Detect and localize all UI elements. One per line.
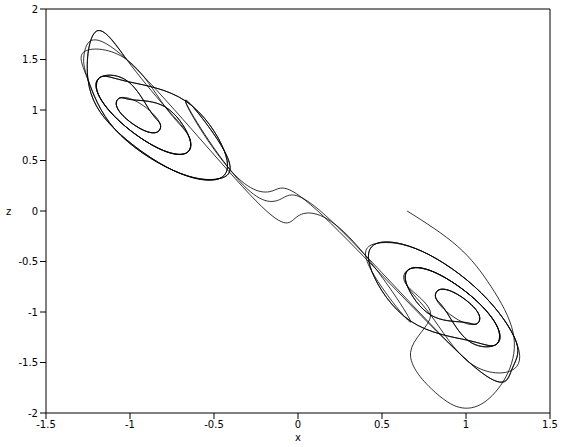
svg-text:0.5: 0.5 bbox=[374, 419, 390, 430]
svg-text:0.5: 0.5 bbox=[22, 155, 38, 166]
svg-text:z: z bbox=[6, 206, 11, 217]
svg-text:-1: -1 bbox=[125, 419, 135, 430]
svg-text:0: 0 bbox=[32, 206, 38, 217]
svg-text:1.5: 1.5 bbox=[22, 54, 38, 65]
svg-text:-1.5: -1.5 bbox=[18, 357, 38, 368]
svg-text:0: 0 bbox=[295, 419, 301, 430]
svg-text:-0.5: -0.5 bbox=[18, 256, 38, 267]
svg-text:-2: -2 bbox=[28, 408, 38, 419]
svg-text:-1: -1 bbox=[28, 307, 38, 318]
svg-text:-1.5: -1.5 bbox=[36, 419, 56, 430]
svg-text:1: 1 bbox=[463, 419, 469, 430]
svg-text:1: 1 bbox=[32, 105, 38, 116]
svg-text:x: x bbox=[295, 432, 301, 443]
svg-text:-0.5: -0.5 bbox=[204, 419, 224, 430]
svg-text:1.5: 1.5 bbox=[542, 419, 558, 430]
svg-text:2: 2 bbox=[32, 4, 38, 15]
